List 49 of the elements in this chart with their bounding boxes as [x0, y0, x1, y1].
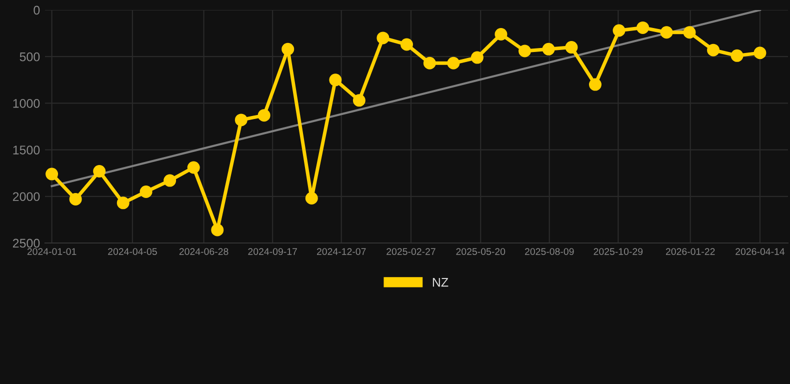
point [352, 94, 366, 107]
point [588, 78, 602, 91]
x-tick-label: 2024-09-17 [248, 248, 297, 255]
point [329, 74, 342, 86]
point [518, 44, 532, 58]
point [211, 224, 224, 236]
point [660, 26, 673, 39]
point [683, 26, 696, 39]
y-tick-label: 500 [20, 52, 40, 62]
point [470, 51, 484, 64]
point [69, 192, 82, 206]
x-tick-label: 2025-10-29 [594, 248, 643, 255]
point [730, 49, 744, 62]
x-tick-label: 2026-01-22 [666, 248, 715, 255]
point [46, 168, 58, 180]
x-tick-label: 2024-06-28 [179, 248, 228, 255]
x-tick-label: 2025-08-09 [525, 248, 574, 255]
point [164, 174, 176, 187]
y-tick-label: 0 [34, 6, 40, 15]
y-tick-label: 2000 [12, 192, 40, 202]
point [612, 24, 626, 37]
y-tick-label: 1500 [13, 146, 40, 154]
point [494, 28, 508, 40]
point [707, 44, 720, 56]
x-tick-label: 2025-02-27 [386, 248, 436, 255]
legend-label: NZ [432, 278, 448, 287]
point [140, 185, 152, 198]
y-tick-label: 1000 [13, 99, 40, 108]
point [187, 161, 200, 174]
y-tick-label: 2500 [12, 238, 40, 248]
point [258, 109, 270, 122]
point [754, 46, 766, 60]
point [282, 42, 294, 56]
x-tick-label: 2025-05-20 [456, 248, 506, 255]
point [305, 192, 318, 205]
point [93, 164, 106, 178]
point [565, 41, 578, 54]
point [234, 114, 248, 126]
x-tick-label: 2026-04-14 [736, 248, 785, 255]
x-tick-label: 2024-01-01 [27, 248, 76, 255]
x-tick-label: 2024-12-07 [316, 248, 366, 255]
point [636, 21, 650, 34]
point [423, 56, 436, 70]
x-tick-label: 2024-04-05 [108, 248, 157, 255]
point [376, 32, 390, 44]
point [447, 56, 460, 70]
point [542, 42, 555, 56]
point [116, 196, 130, 210]
point [400, 38, 413, 51]
